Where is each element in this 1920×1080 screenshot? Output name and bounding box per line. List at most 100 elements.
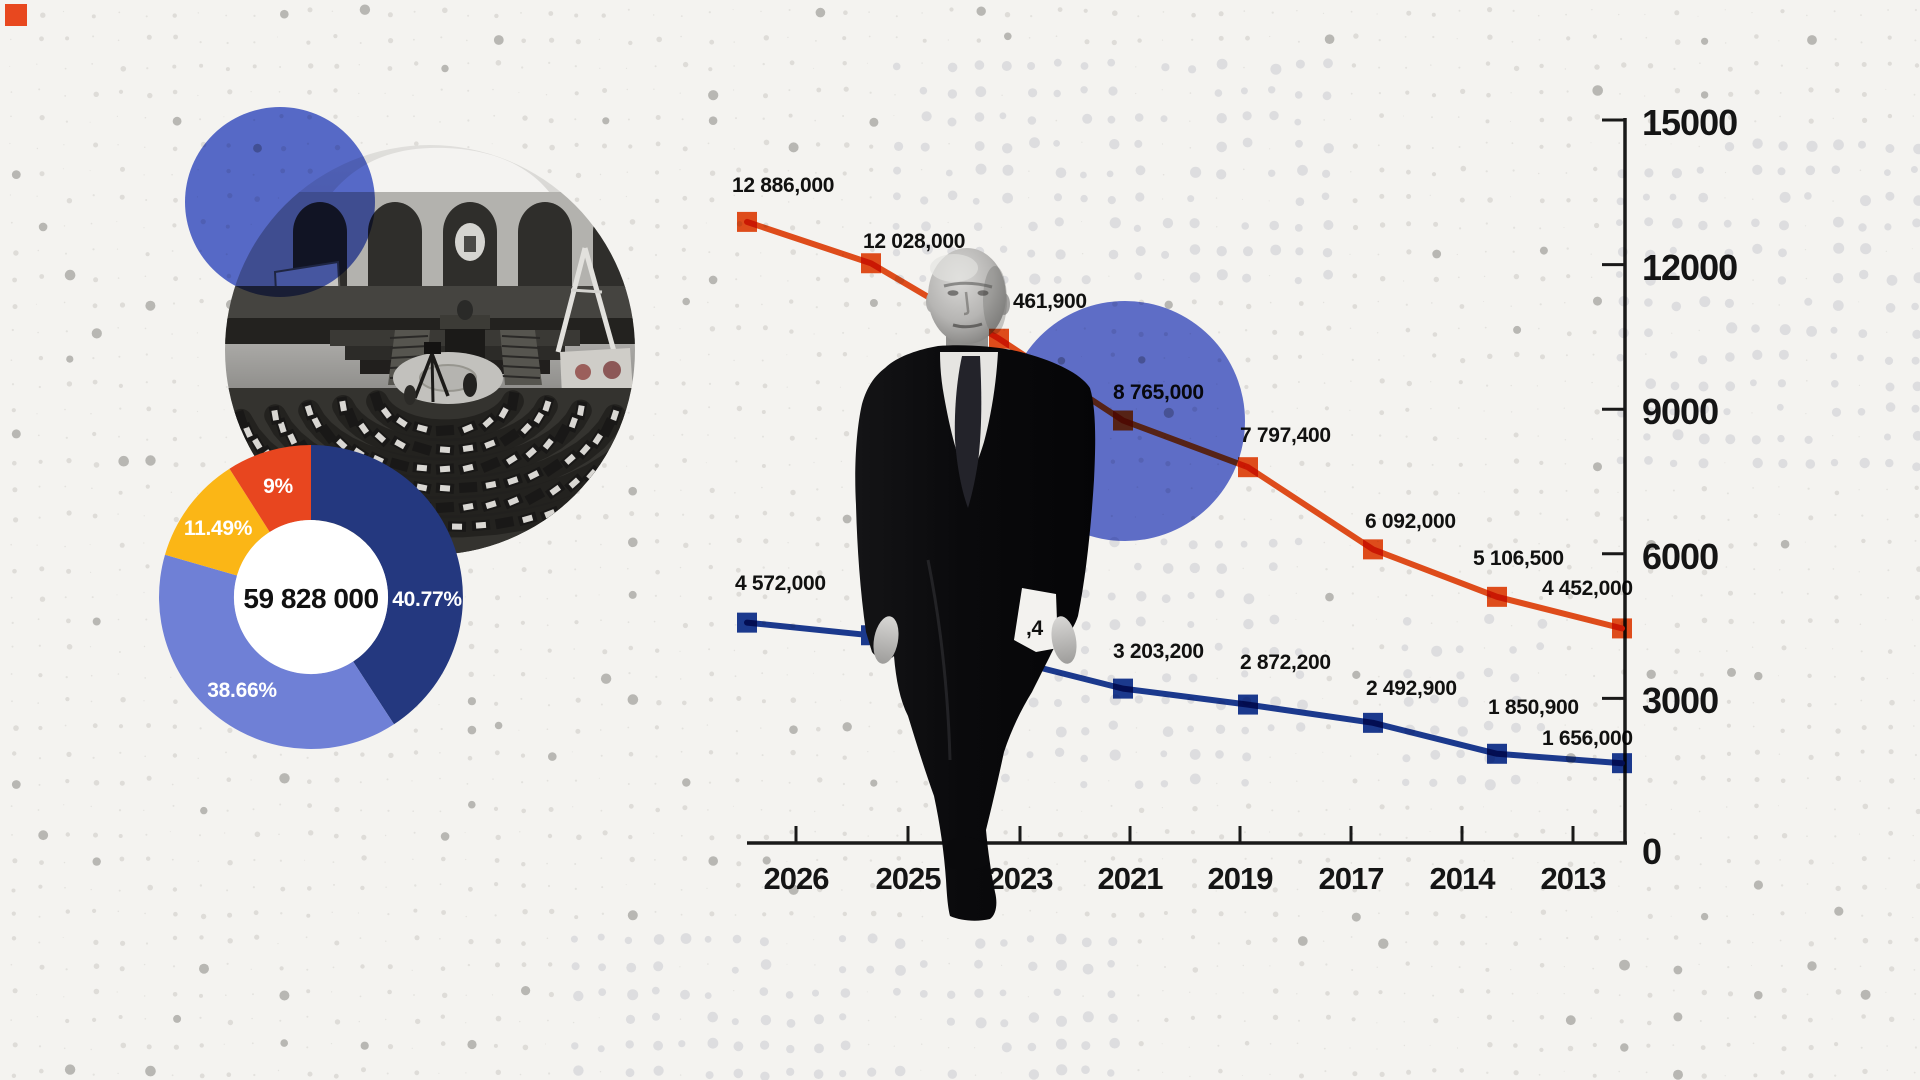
background-dot [146, 723, 152, 728]
background-dot [11, 170, 21, 180]
background-dot [789, 809, 792, 812]
background-dot [599, 198, 601, 201]
background-dot [628, 537, 638, 548]
background-dot [438, 704, 440, 706]
background-dot [116, 221, 118, 223]
background-dot [412, 94, 414, 97]
background-dot [171, 858, 174, 861]
background-dot [387, 964, 393, 970]
background-dot [225, 67, 230, 72]
background-dot [548, 752, 557, 761]
background-dot [947, 39, 949, 41]
background-dot [307, 803, 312, 808]
background-dot [1031, 887, 1037, 893]
background-dot [574, 594, 578, 597]
background-dot [789, 829, 794, 835]
background-dot [895, 780, 898, 783]
background-dot [468, 643, 475, 650]
background-dot [413, 994, 415, 996]
background-dot [277, 943, 279, 945]
background-dot [438, 1072, 440, 1074]
background-dot [1029, 331, 1032, 334]
background-dot [305, 936, 308, 939]
background-dot [709, 621, 714, 627]
background-dot [735, 303, 740, 308]
background-dot [733, 148, 735, 150]
background-dot [225, 436, 228, 439]
background-dot [736, 167, 742, 173]
background-dot [786, 861, 788, 862]
background-dot [1082, 113, 1093, 124]
background-dot [466, 39, 468, 42]
background-dot [731, 966, 739, 974]
background-dot [625, 1068, 635, 1078]
background-dot [790, 249, 796, 255]
background-dot [919, 275, 927, 282]
background-dot [334, 63, 340, 69]
background-dot [384, 834, 387, 837]
background-dot [760, 1014, 772, 1026]
background-dot [707, 1011, 718, 1023]
background-dot [735, 730, 739, 733]
background-dot [90, 888, 92, 891]
background-dot [360, 1041, 369, 1050]
background-dot [974, 112, 985, 122]
background-dot [12, 858, 18, 864]
background-dot [439, 938, 441, 940]
background-dot [119, 194, 125, 200]
background-dot [442, 992, 448, 998]
background-dot [867, 751, 869, 753]
background-dot [143, 963, 146, 966]
background-dot [279, 1019, 282, 1022]
background-dot [736, 834, 742, 840]
background-dot [199, 1043, 204, 1048]
background-dot [629, 435, 634, 441]
background-dot [681, 433, 684, 436]
background-dot [949, 7, 954, 12]
background-dot [145, 484, 150, 489]
background-dot [654, 859, 656, 861]
background-dot [65, 330, 68, 333]
background-dot [332, 966, 335, 969]
background-dot [440, 88, 443, 91]
background-dot [626, 465, 628, 467]
background-dot [546, 779, 549, 782]
background-dot [38, 222, 48, 232]
background-dot [361, 834, 367, 840]
background-dot [226, 962, 229, 965]
background-dot [894, 1016, 897, 1018]
background-dot [467, 146, 470, 149]
background-dot [841, 569, 844, 572]
background-dot [547, 169, 552, 174]
background-dot [1028, 37, 1031, 39]
background-dot [62, 937, 64, 938]
background-dot [787, 36, 789, 39]
background-dot [197, 757, 199, 760]
background-dot [144, 755, 146, 758]
background-dot [37, 434, 40, 437]
background-dot [601, 912, 605, 915]
background-dot [545, 1043, 546, 1045]
background-dot [892, 222, 900, 230]
background-dot [12, 460, 17, 466]
background-dot [681, 118, 684, 121]
background-dot [1028, 1069, 1040, 1080]
background-dot [921, 12, 923, 14]
background-dot [91, 487, 93, 490]
background-dot [11, 328, 14, 332]
background-dot [39, 1068, 44, 1074]
background-dot [866, 991, 868, 993]
background-dot [575, 172, 582, 179]
background-dot [816, 858, 819, 862]
background-dot [735, 778, 740, 783]
background-dot [37, 618, 40, 621]
background-dot [38, 485, 41, 488]
background-dot [893, 751, 895, 753]
background-dot [118, 89, 124, 94]
background-dot [1053, 89, 1061, 98]
background-dot [705, 222, 707, 224]
background-dot [39, 596, 46, 602]
background-dot [38, 1045, 42, 1048]
background-dot [733, 359, 735, 362]
